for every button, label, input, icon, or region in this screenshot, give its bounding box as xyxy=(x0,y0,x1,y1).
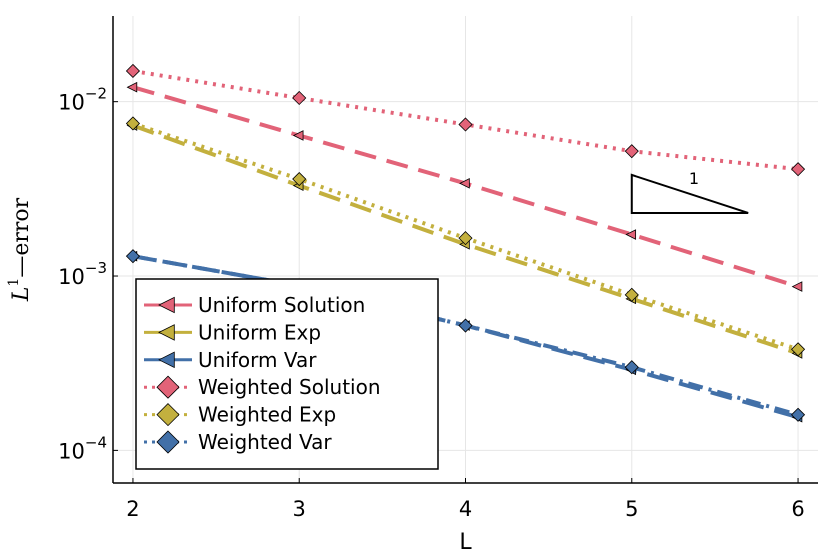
data-point xyxy=(458,231,473,246)
legend-label: Uniform Solution xyxy=(198,293,365,317)
legend-label: Uniform Exp xyxy=(198,320,321,344)
legend-entry: Uniform Solution xyxy=(144,293,365,317)
data-point xyxy=(125,63,141,79)
data-point xyxy=(625,229,637,240)
legend-entry: Weighted Exp xyxy=(144,403,336,427)
x-tick-label: 3 xyxy=(293,497,306,521)
series-line xyxy=(132,69,799,172)
legend-box xyxy=(135,278,439,470)
data-point xyxy=(624,360,639,375)
y-tick-label: 10−4 xyxy=(58,433,107,463)
legend-entry: Uniform Exp xyxy=(144,320,321,344)
legend-marker xyxy=(158,351,175,369)
legend-label: Weighted Solution xyxy=(198,375,381,399)
data-point xyxy=(125,116,141,131)
data-point xyxy=(292,130,304,141)
data-point xyxy=(125,249,141,264)
series-weighted-exp xyxy=(125,116,806,357)
svg-text:L1—error: L1—error xyxy=(6,197,34,302)
data-point xyxy=(791,281,803,292)
legend-entry: Uniform Var xyxy=(144,348,317,372)
legend-label: Weighted Var xyxy=(198,430,332,454)
legend-marker xyxy=(158,296,175,314)
x-axis-label: L xyxy=(459,530,472,555)
data-point xyxy=(790,162,806,177)
x-tick-label: 6 xyxy=(791,497,804,521)
data-point xyxy=(624,144,639,159)
y-tick-label: 10−2 xyxy=(58,85,107,115)
y-axis-label: L1—error xyxy=(6,197,34,302)
ticks: 2 3 4 5 6 10−2 10−3 10−4 xyxy=(58,85,805,521)
legend-label: Uniform Var xyxy=(198,348,317,372)
slope-triangle xyxy=(630,173,749,214)
legend-entry: Weighted Var xyxy=(144,430,332,454)
data-point xyxy=(790,407,806,422)
x-tick-label: 4 xyxy=(459,497,472,521)
data-point xyxy=(126,81,138,93)
y-tick-label: 10−3 xyxy=(58,259,107,289)
legend-marker xyxy=(156,375,180,399)
data-point xyxy=(292,90,307,106)
data-point xyxy=(292,171,307,187)
series-line xyxy=(132,123,799,356)
legend-marker xyxy=(158,324,175,341)
legend: Uniform Solution Uniform Exp Uniform Var We… xyxy=(135,278,439,470)
legend-marker xyxy=(156,403,180,427)
x-tick-label: 2 xyxy=(126,497,139,521)
series-weighted-solution xyxy=(125,63,806,177)
data-point xyxy=(458,117,473,132)
data-point xyxy=(459,178,470,189)
data-point xyxy=(790,342,806,357)
legend-entry: Weighted Solution xyxy=(144,375,381,399)
x-tick-label: 5 xyxy=(625,497,638,521)
legend-label: Weighted Exp xyxy=(198,403,336,427)
slope-label: 1 xyxy=(689,169,699,188)
data-point xyxy=(458,318,473,333)
legend-marker xyxy=(156,430,180,454)
data-point xyxy=(624,287,639,302)
slope-annotation: 1 xyxy=(630,169,749,214)
series-uniform-solution xyxy=(126,81,803,292)
